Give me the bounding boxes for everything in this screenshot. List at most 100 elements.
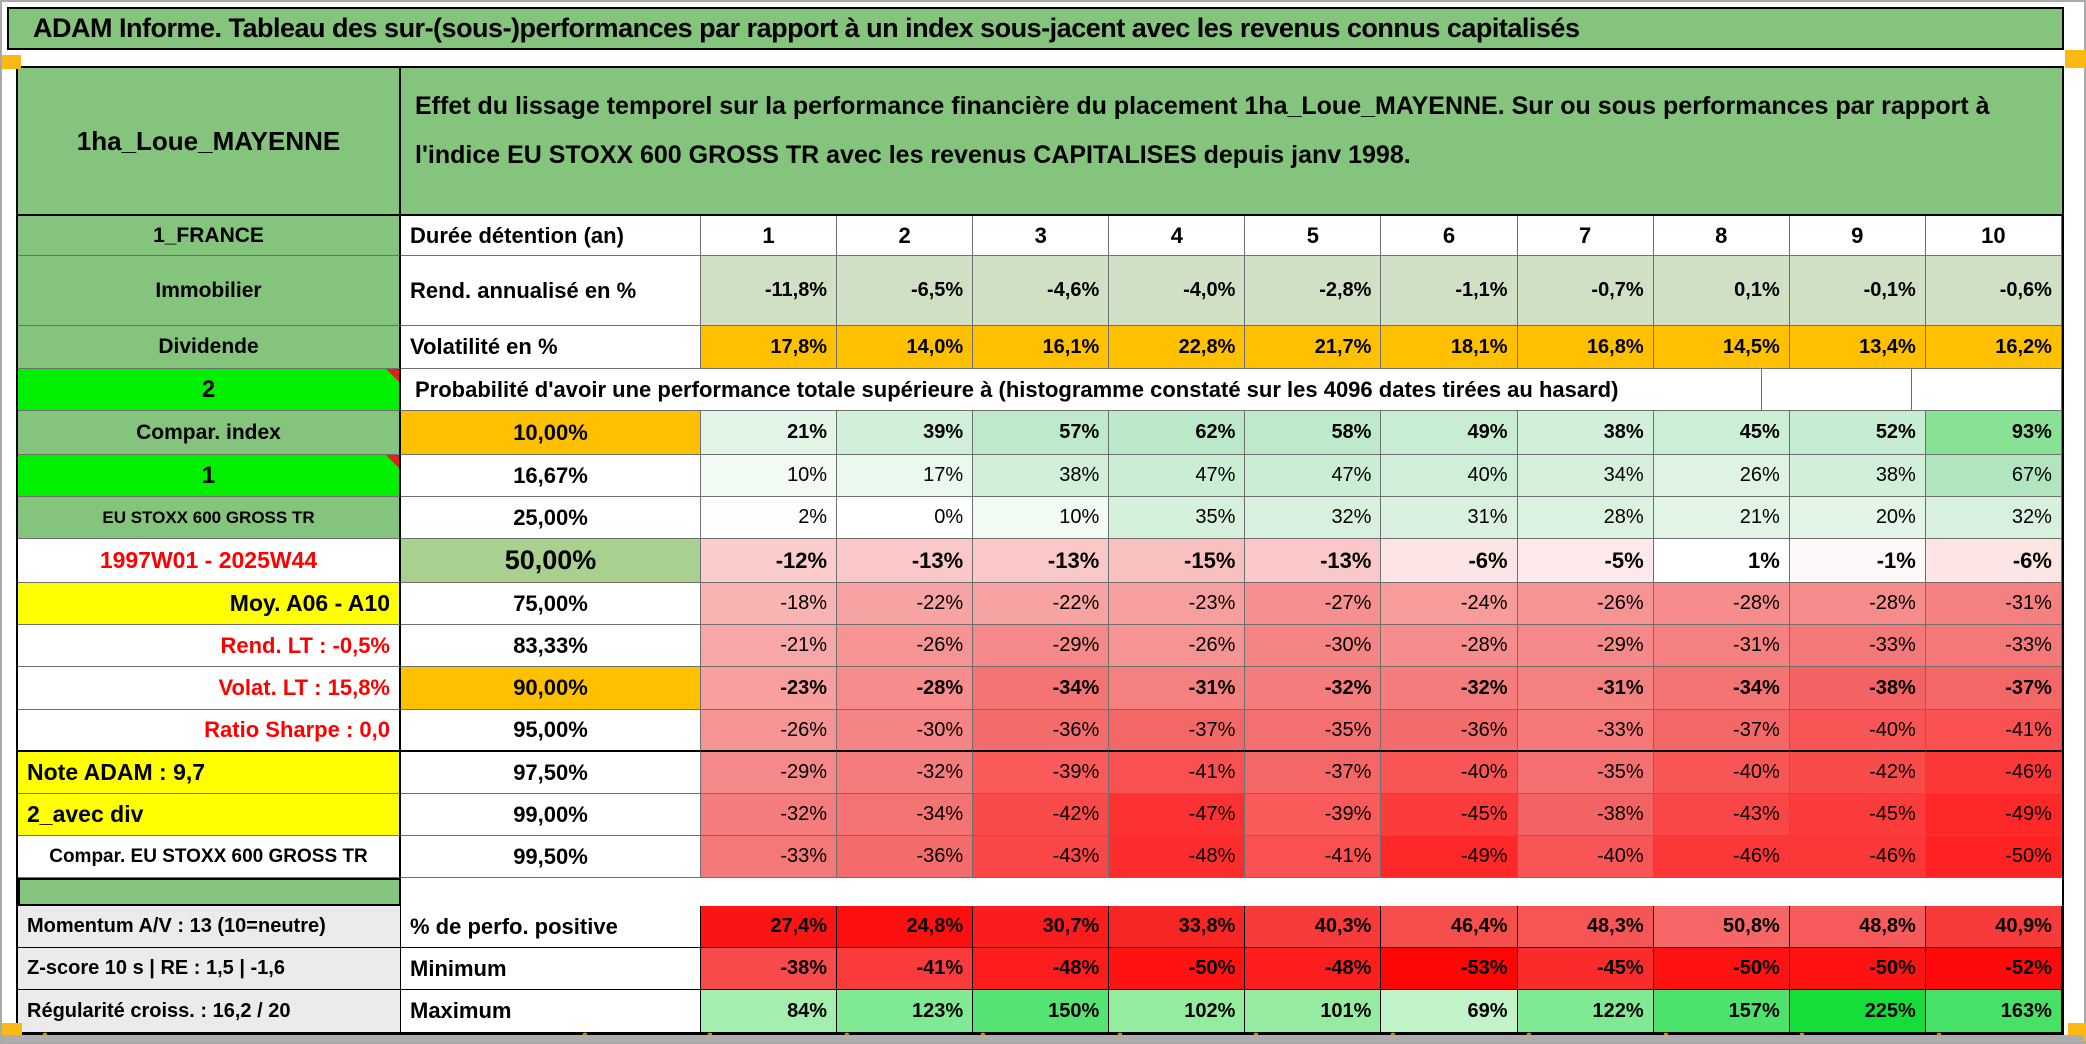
row-p75-cell-10[interactable]: -31%	[1925, 583, 2062, 625]
row-p99-cell-1[interactable]: -32%	[701, 794, 838, 836]
row-minimum-cell-4[interactable]: -50%	[1109, 948, 1246, 990]
report-title[interactable]: ADAM Informe. Tableau des sur-(sous-)per…	[7, 7, 2064, 50]
row-p99-cell-2[interactable]: -34%	[837, 794, 974, 836]
row-p50-label[interactable]: 1997W01 - 2025W44	[18, 539, 401, 583]
row-p1667-cell-2[interactable]: 17%	[837, 455, 974, 497]
row-minimum-cell-7[interactable]: -45%	[1517, 948, 1654, 990]
row-perfo-positive-label[interactable]: Momentum A/V : 13 (10=neutre)	[18, 906, 401, 948]
row-p95-cell-9[interactable]: -40%	[1789, 710, 1926, 752]
row-p90-cell-3[interactable]: -34%	[973, 667, 1110, 710]
row-duration-cell-6[interactable]: 6	[1381, 216, 1518, 256]
row-p99-cell-9[interactable]: -45%	[1789, 794, 1926, 836]
row-p10-cell-1[interactable]: 21%	[701, 411, 838, 455]
row-p25-cell-10[interactable]: 32%	[1925, 497, 2062, 539]
row-p75-cell-9[interactable]: -28%	[1789, 583, 1926, 625]
row-p50-cell-9[interactable]: -1%	[1789, 539, 1926, 583]
row-p75-cell-6[interactable]: -24%	[1381, 583, 1518, 625]
row-p25-cell-3[interactable]: 10%	[973, 497, 1110, 539]
row-p8333-cell-10[interactable]: -33%	[1925, 625, 2062, 667]
row-p975-cell-9[interactable]: -42%	[1789, 752, 1926, 794]
row-p75-cell-2[interactable]: -22%	[837, 583, 974, 625]
row-spacer-label[interactable]	[18, 878, 401, 906]
row-p50-cell-3[interactable]: -13%	[973, 539, 1110, 583]
row-p1667-cell-5[interactable]: 47%	[1245, 455, 1382, 497]
row-p25-cell-6[interactable]: 31%	[1381, 497, 1518, 539]
row-p95-cell-6[interactable]: -36%	[1381, 710, 1518, 752]
row-volatilite-cell-6[interactable]: 18,1%	[1381, 326, 1518, 369]
row-p10-label[interactable]: Compar. index	[18, 411, 401, 455]
row-proba-header-span-text[interactable]: Probabilité d'avoir une performance tota…	[401, 369, 1762, 411]
row-maximum-label[interactable]: Régularité croiss. : 16,2 / 20	[18, 990, 401, 1033]
row-p90-cell-6[interactable]: -32%	[1381, 667, 1518, 710]
row-p75-cell-1[interactable]: -18%	[701, 583, 838, 625]
row-p99-cell-4[interactable]: -47%	[1109, 794, 1246, 836]
row-p995-header-value[interactable]: 99,50%	[401, 836, 701, 878]
row-p25-cell-7[interactable]: 28%	[1517, 497, 1654, 539]
row-volatilite-cell-7[interactable]: 16,8%	[1517, 326, 1654, 369]
row-duration-cell-5[interactable]: 5	[1245, 216, 1382, 256]
row-p95-cell-3[interactable]: -36%	[973, 710, 1110, 752]
row-p90-cell-4[interactable]: -31%	[1109, 667, 1246, 710]
row-p90-cell-10[interactable]: -37%	[1925, 667, 2062, 710]
row-p25-cell-5[interactable]: 32%	[1245, 497, 1382, 539]
row-rendement-cell-6[interactable]: -1,1%	[1381, 256, 1518, 326]
row-volatilite-cell-8[interactable]: 14,5%	[1653, 326, 1790, 369]
row-volatilite-cell-1[interactable]: 17,8%	[701, 326, 838, 369]
row-p8333-cell-2[interactable]: -26%	[837, 625, 974, 667]
row-minimum-header-value[interactable]: Minimum	[401, 948, 701, 990]
row-duration-cell-3[interactable]: 3	[973, 216, 1110, 256]
row-p75-cell-8[interactable]: -28%	[1653, 583, 1790, 625]
row-p10-cell-3[interactable]: 57%	[973, 411, 1110, 455]
row-p90-cell-2[interactable]: -28%	[837, 667, 974, 710]
row-p95-cell-5[interactable]: -35%	[1245, 710, 1382, 752]
row-p99-cell-8[interactable]: -43%	[1653, 794, 1790, 836]
row-p995-cell-7[interactable]: -40%	[1517, 836, 1654, 878]
row-minimum-cell-10[interactable]: -52%	[1925, 948, 2062, 990]
row-p90-cell-9[interactable]: -38%	[1789, 667, 1926, 710]
row-duration-cell-8[interactable]: 8	[1653, 216, 1790, 256]
row-proba-header-empty-cell[interactable]	[1761, 369, 1912, 411]
row-p99-cell-7[interactable]: -38%	[1517, 794, 1654, 836]
row-p50-cell-5[interactable]: -13%	[1245, 539, 1382, 583]
row-rendement-label[interactable]: Immobilier	[18, 256, 401, 326]
row-p95-header-value[interactable]: 95,00%	[401, 710, 701, 752]
row-p99-cell-3[interactable]: -42%	[973, 794, 1110, 836]
row-p50-cell-7[interactable]: -5%	[1517, 539, 1654, 583]
row-p75-label[interactable]: Moy. A06 - A10	[18, 583, 401, 625]
row-p975-cell-1[interactable]: -29%	[701, 752, 838, 794]
row-p10-cell-9[interactable]: 52%	[1789, 411, 1926, 455]
row-p8333-label[interactable]: Rend. LT : -0,5%	[18, 625, 401, 667]
row-p99-cell-6[interactable]: -45%	[1381, 794, 1518, 836]
row-p50-cell-8[interactable]: 1%	[1653, 539, 1790, 583]
row-p995-label[interactable]: Compar. EU STOXX 600 GROSS TR	[18, 836, 401, 878]
row-p50-cell-2[interactable]: -13%	[837, 539, 974, 583]
row-maximum-cell-2[interactable]: 123%	[837, 990, 974, 1033]
row-p995-cell-3[interactable]: -43%	[973, 836, 1110, 878]
row-volatilite-header-value[interactable]: Volatilité en %	[401, 326, 701, 369]
row-p95-cell-10[interactable]: -41%	[1925, 710, 2062, 752]
row-p95-cell-4[interactable]: -37%	[1109, 710, 1246, 752]
row-rendement-cell-4[interactable]: -4,0%	[1109, 256, 1246, 326]
row-p25-label[interactable]: EU STOXX 600 GROSS TR	[18, 497, 401, 539]
row-p1667-cell-6[interactable]: 40%	[1381, 455, 1518, 497]
row-p10-cell-5[interactable]: 58%	[1245, 411, 1382, 455]
row-p95-cell-1[interactable]: -26%	[701, 710, 838, 752]
row-p10-header-value[interactable]: 10,00%	[401, 411, 701, 455]
row-maximum-header-value[interactable]: Maximum	[401, 990, 701, 1033]
row-p975-cell-5[interactable]: -37%	[1245, 752, 1382, 794]
row-perfo-positive-cell-2[interactable]: 24,8%	[837, 906, 974, 948]
row-p10-cell-7[interactable]: 38%	[1517, 411, 1654, 455]
row-p8333-cell-1[interactable]: -21%	[701, 625, 838, 667]
row-p8333-cell-7[interactable]: -29%	[1517, 625, 1654, 667]
row-p995-cell-2[interactable]: -36%	[837, 836, 974, 878]
row-maximum-cell-3[interactable]: 150%	[973, 990, 1110, 1033]
row-p975-label[interactable]: Note ADAM : 9,7	[18, 752, 401, 794]
row-p1667-cell-9[interactable]: 38%	[1789, 455, 1926, 497]
row-rendement-cell-1[interactable]: -11,8%	[701, 256, 838, 326]
row-p10-cell-10[interactable]: 93%	[1925, 411, 2062, 455]
row-maximum-cell-10[interactable]: 163%	[1925, 990, 2062, 1033]
row-p1667-cell-4[interactable]: 47%	[1109, 455, 1246, 497]
row-minimum-cell-8[interactable]: -50%	[1653, 948, 1790, 990]
row-duration-cell-7[interactable]: 7	[1517, 216, 1654, 256]
row-duration-cell-4[interactable]: 4	[1109, 216, 1246, 256]
